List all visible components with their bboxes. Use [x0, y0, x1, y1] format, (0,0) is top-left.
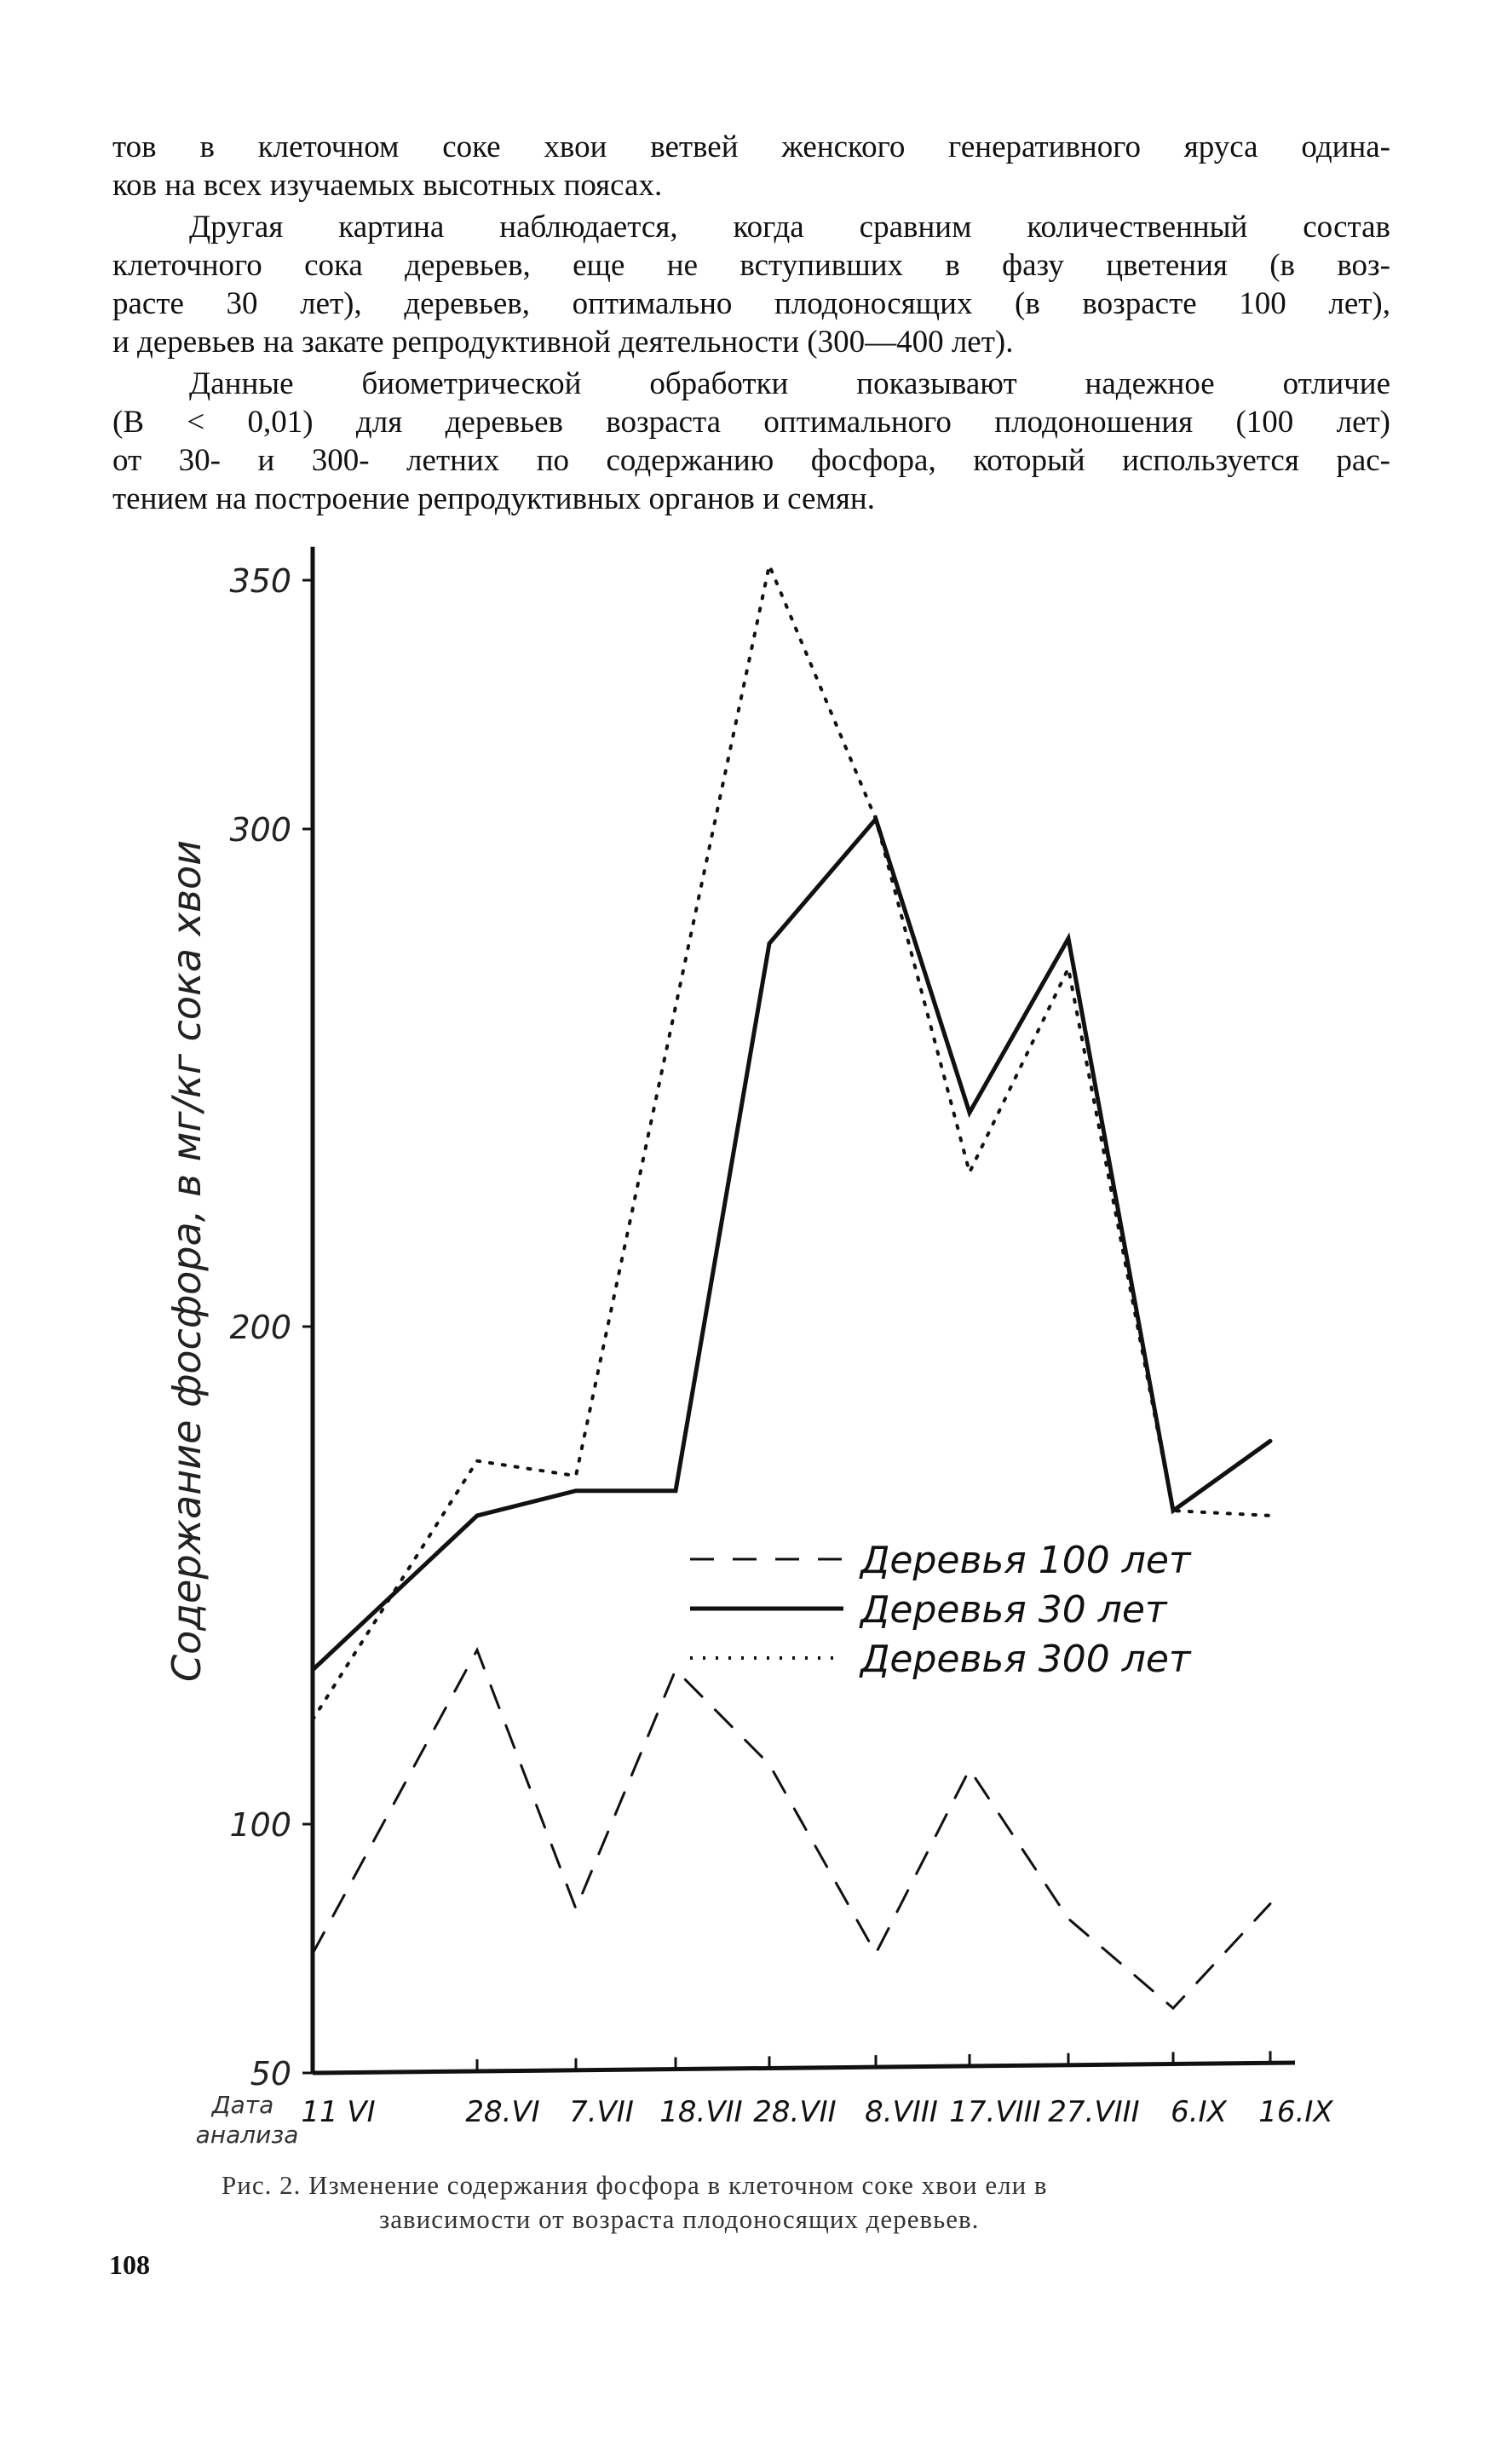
legend-label: Деревья 100 лет: [859, 1539, 1192, 1582]
page-number: 108: [109, 2249, 150, 2280]
text-line: ков на всех изучаемых высотных поясах.: [112, 168, 663, 203]
x-tick-label: 16.IX: [1258, 2095, 1333, 2129]
x-axis: [312, 2060, 1296, 2075]
legend-label: Деревья 300 лет: [859, 1638, 1192, 1681]
y-tick-label: 100: [229, 1806, 291, 1844]
series-lines: [310, 559, 1273, 2011]
series-line-dashed: [311, 1647, 1272, 2011]
x-axis-label-1: Дата: [210, 2091, 274, 2119]
x-tick-label: 11 VI: [301, 2095, 375, 2129]
x-tick-label: 28.VI: [465, 2095, 539, 2129]
x-tick-label: 18.VII: [659, 2095, 742, 2129]
series-line-solid: [310, 815, 1273, 1672]
x-axis-label-2: анализа: [196, 2121, 299, 2149]
axes: [302, 546, 1296, 2075]
text-line: и деревьев на закате репродуктивной деят…: [112, 325, 1014, 360]
x-tick-label: 8.VIII: [865, 2095, 938, 2129]
text-line: Данные биометрической обработки показыва…: [189, 366, 1390, 401]
x-tick-label: 27.VIII: [1048, 2095, 1139, 2129]
x-tick-label: 28.VII: [753, 2095, 836, 2129]
x-tick-label: 7.VII: [569, 2095, 634, 2129]
text-line: тением на построение репродуктивных орга…: [112, 481, 875, 516]
y-axis-label: Содержание фосфора, в мг/кг сока хвои: [164, 840, 210, 1682]
text-line: клеточного сока деревьев, еще не вступив…: [112, 248, 1390, 283]
caption-line-1: Рис. 2. Изменение содержания фосфора в к…: [222, 2170, 1048, 2200]
legend-label: Деревья 30 лет: [859, 1588, 1168, 1632]
y-tick-label: 300: [229, 811, 291, 849]
text-line: тов в клеточном соке хвои ветвей женског…: [112, 130, 1390, 164]
y-tick-label: 50: [250, 2055, 291, 2093]
x-tick-label: 17.VIII: [949, 2095, 1040, 2129]
figure-caption: Рис. 2. Изменение содержания фосфора в к…: [222, 2168, 1295, 2237]
tick-labels: 50 100 200 300 350 11 VI 28.VI 7.VII 18.VII 28.VI…: [229, 562, 1333, 2129]
text-line: расте 30 лет), деревьев, оптимально плод…: [112, 286, 1390, 321]
y-tick-label: 200: [229, 1309, 291, 1346]
x-tick-label: 6.IX: [1171, 2095, 1227, 2129]
text-line: от 30- и 300- летних по содержанию фосфо…: [112, 443, 1390, 478]
caption-line-2: зависимости от возраста плодоносящих дер…: [379, 2204, 980, 2234]
body-text: тов в клеточном соке хвои ветвей женског…: [112, 128, 1390, 518]
text-line: Другая картина наблюдается, когда сравни…: [189, 210, 1390, 245]
legend: Деревья 100 лет Деревья 30 лет Деревья 300…: [690, 1539, 1192, 1681]
y-tick-label: 350: [229, 562, 291, 600]
text-line: (B < 0,01) для деревьев возраста оптимал…: [112, 405, 1390, 440]
